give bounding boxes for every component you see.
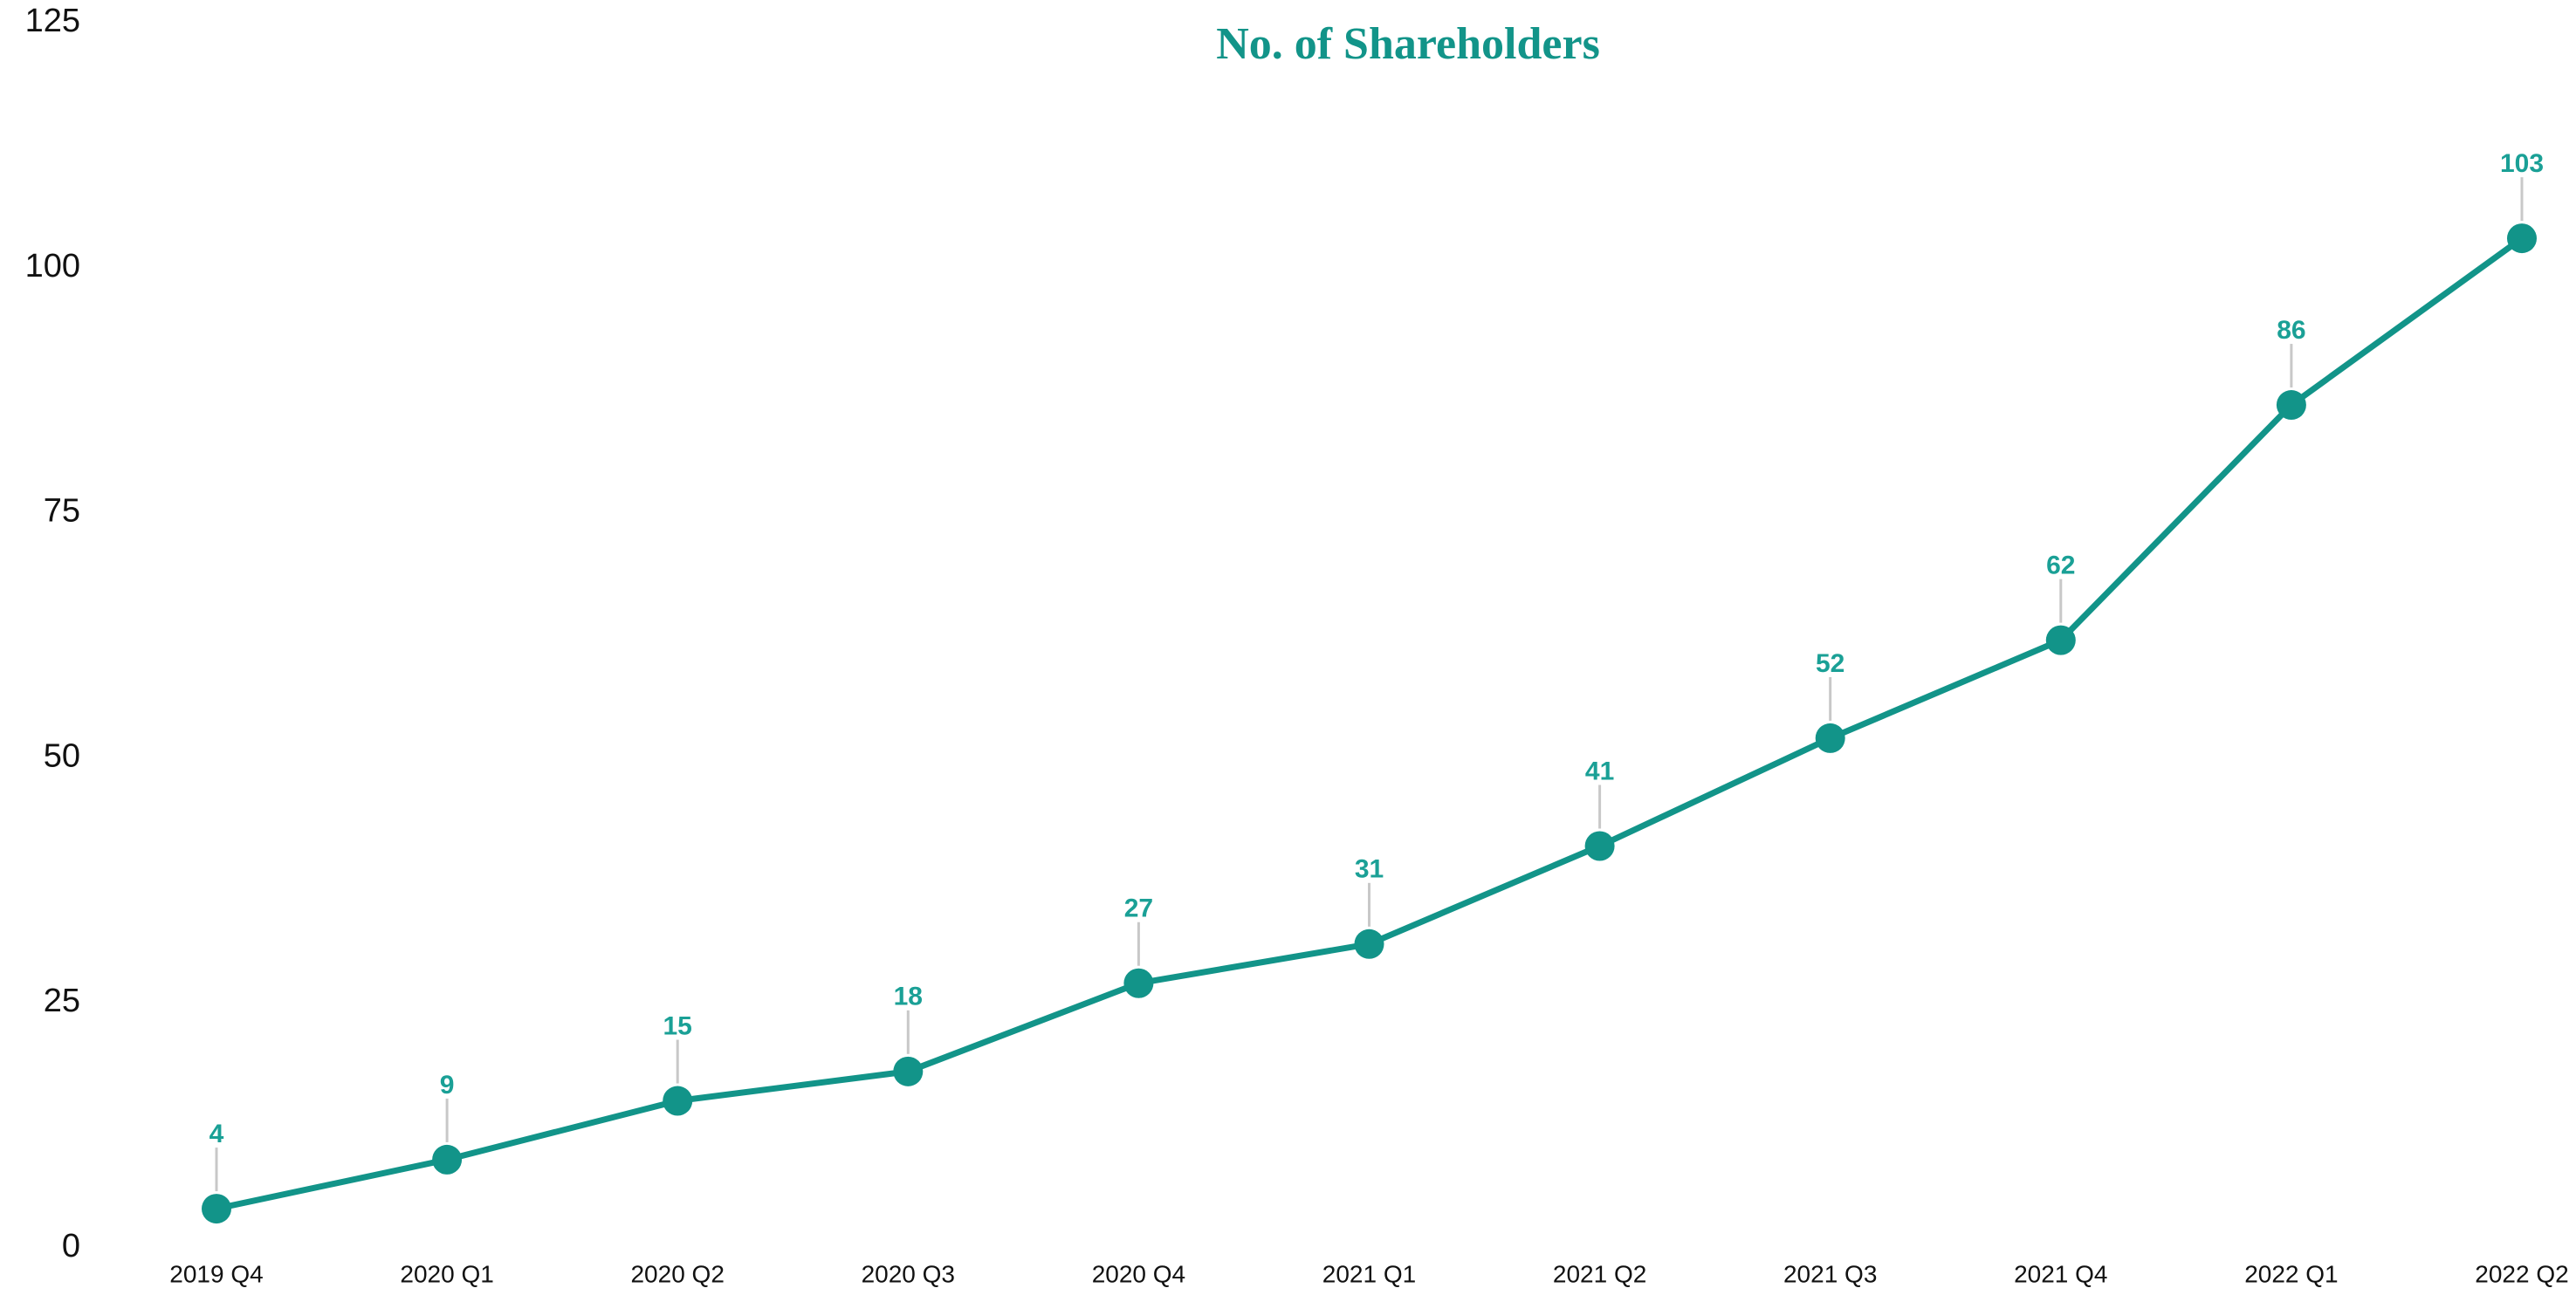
chart-title: No. of Shareholders bbox=[1216, 19, 1600, 69]
marker bbox=[893, 1056, 924, 1086]
y-tick-label: 75 bbox=[44, 493, 80, 530]
y-tick-label: 125 bbox=[25, 3, 80, 39]
data-label: 4 bbox=[210, 1120, 224, 1148]
marker bbox=[1815, 723, 1845, 753]
marker bbox=[2507, 223, 2537, 254]
x-tick-label: 2021 Q1 bbox=[1322, 1260, 1416, 1287]
marker bbox=[1354, 928, 1384, 959]
x-tick-label: 2020 Q1 bbox=[400, 1260, 493, 1287]
marker bbox=[663, 1086, 693, 1116]
marker bbox=[202, 1194, 231, 1224]
line bbox=[216, 236, 2524, 1212]
x-tick-label: 2020 Q2 bbox=[630, 1260, 724, 1287]
marker bbox=[1584, 831, 1615, 861]
data-label: 86 bbox=[2277, 316, 2305, 345]
marker bbox=[432, 1144, 463, 1175]
data-label: 18 bbox=[894, 983, 923, 1011]
x-tick-label: 2022 Q1 bbox=[2244, 1260, 2338, 1287]
y-tick-label: 100 bbox=[25, 248, 80, 284]
data-label: 62 bbox=[2046, 552, 2075, 580]
data-label: 52 bbox=[1816, 649, 1844, 678]
x-tick-label: 2021 Q4 bbox=[2014, 1260, 2107, 1287]
x-tick-label: 2019 Q4 bbox=[169, 1260, 263, 1287]
data-label: 15 bbox=[663, 1011, 692, 1040]
data-label: 31 bbox=[1355, 855, 1384, 884]
data-label: 103 bbox=[2500, 149, 2544, 178]
data-label: 27 bbox=[1124, 894, 1153, 923]
marker bbox=[1123, 968, 1154, 998]
x-tick-label: 2021 Q2 bbox=[1553, 1260, 1646, 1287]
marker bbox=[2045, 625, 2076, 655]
data-label: 9 bbox=[440, 1071, 455, 1100]
x-tick-label: 2021 Q3 bbox=[1783, 1260, 1877, 1287]
y-tick-label: 0 bbox=[62, 1228, 80, 1264]
y-tick-label: 25 bbox=[44, 983, 80, 1019]
x-tick-label: 2020 Q4 bbox=[1092, 1260, 1185, 1287]
data-label: 41 bbox=[1585, 757, 1614, 785]
x-tick-label: 2022 Q2 bbox=[2475, 1260, 2568, 1287]
x-tick-label: 2020 Q3 bbox=[862, 1260, 955, 1287]
marker bbox=[2276, 390, 2306, 421]
y-tick-label: 50 bbox=[44, 737, 80, 774]
